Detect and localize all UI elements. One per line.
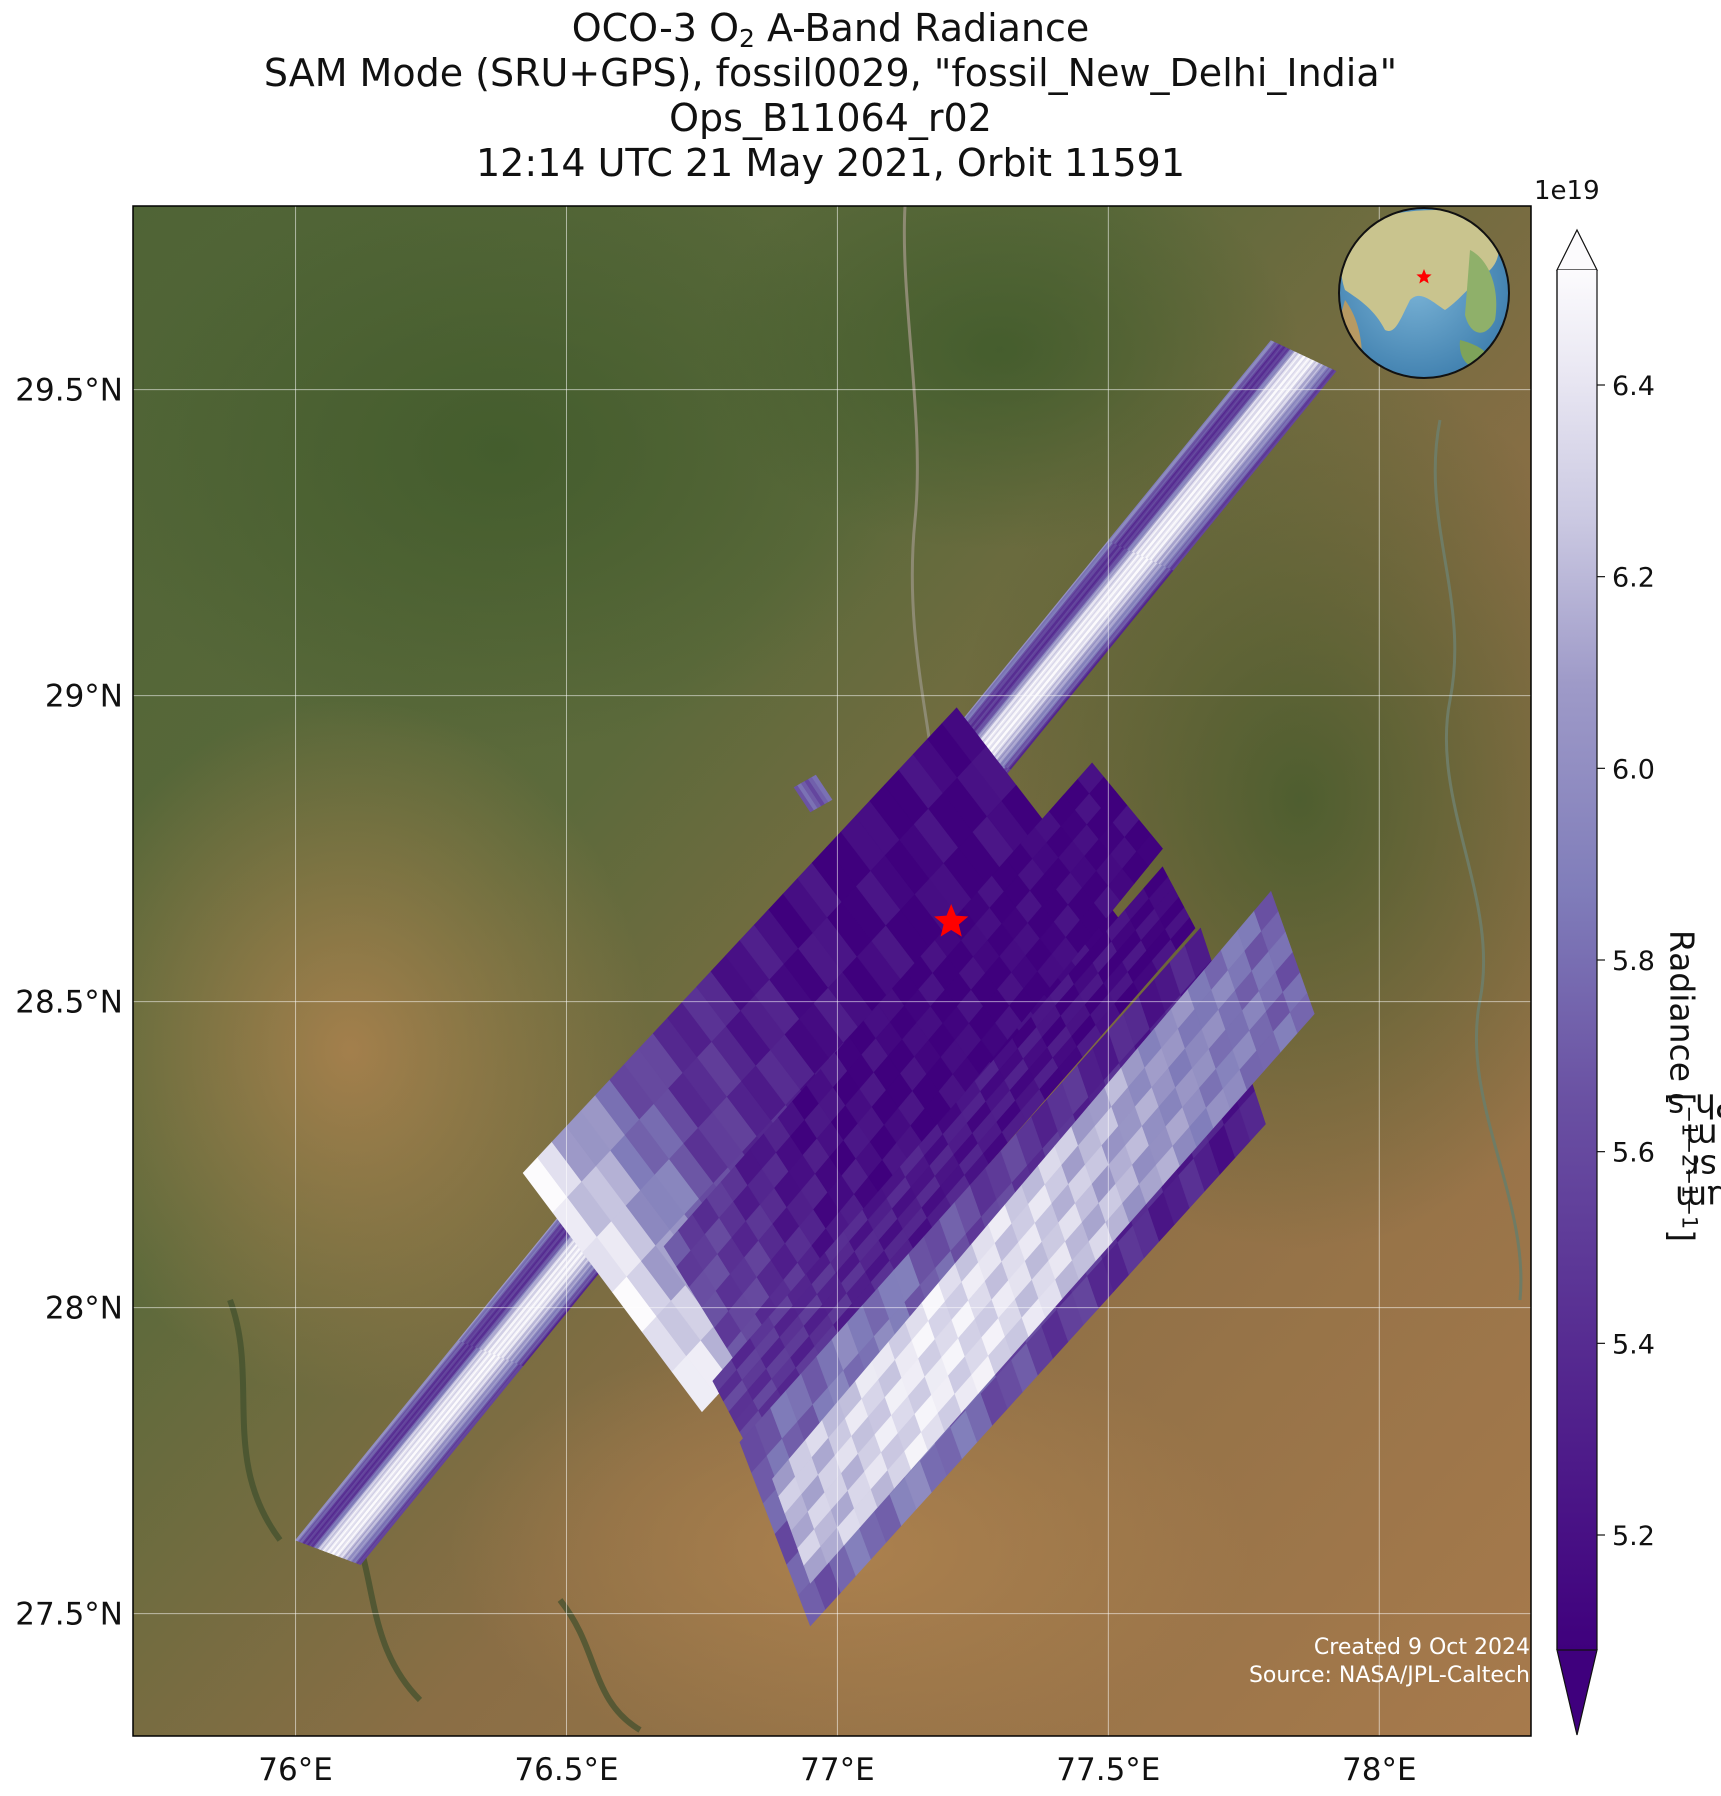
chart-title: OCO-3 O2 A-Band Radiance SAM Mode (SRU+G… [0,6,1661,186]
river [1433,419,1523,1301]
lon-tick-label: 76.5°E [514,1752,618,1788]
swath-cell [1239,1090,1266,1142]
longitude-ticks: 76°E 76.5°E 77°E 77.5°E 78°E [258,1752,1416,1788]
lon-tick-label: 76°E [258,1752,333,1788]
colorbar-tick-label: 6.2 [1612,563,1655,594]
lat-tick-label: 27.5°N [15,1597,123,1633]
swath-cell [1289,992,1315,1034]
colorbar-tick-label: 5.6 [1612,1138,1655,1169]
lon-tick-label: 78°E [1342,1752,1417,1788]
swath-cell [1136,833,1163,867]
lon-tick-label: 77.5°E [1056,1752,1160,1788]
title-line-1: OCO-3 O2 A-Band Radiance [571,6,1090,53]
colorbar-tick-label: 6.0 [1612,754,1655,785]
lat-tick-label: 28.5°N [15,985,123,1021]
title-line-2: SAM Mode (SRU+GPS), fossil0029, "fossil_… [263,51,1398,95]
swath-cell [811,774,833,803]
river [902,206,937,781]
latitude-ticks: 27.5°N 28°N 28.5°N 29°N 29.5°N [15,373,123,1633]
lat-tick-label: 29°N [45,679,123,715]
arid-area [133,700,650,1400]
colorbar-extend-min [1556,1649,1598,1736]
colorbar-label-text: Radiance [Ph s−1 m−2 sr−1µm−1] [1662,929,1721,1243]
title-line-3: Ops_B11064_r02 [669,96,992,140]
gridlines [133,206,1531,1736]
colorbar-exponent: 1e19 [1534,176,1600,206]
lat-tick-label: 29.5°N [15,373,123,409]
swath-cell [1170,917,1196,951]
colorbar-tick-label: 6.4 [1612,371,1655,402]
credits-created: Created 9 Oct 2024 [1313,1635,1530,1660]
lat-tick-label: 28°N [45,1291,123,1327]
colorbar-gradient [1557,270,1597,1650]
red-star-icon [934,904,969,937]
credits: Created 9 Oct 2024 Source: NASA/JPL-Calt… [1249,1634,1530,1690]
swath-cell [1171,370,1337,571]
basemap [133,206,1531,1736]
vegetation-area [700,206,1300,550]
globe-star-icon [1416,269,1432,284]
colorbar-tick-label: 5.4 [1612,1329,1655,1360]
map-frame [132,205,1532,1737]
colorbar-extend-max [1556,228,1598,271]
lon-tick-label: 77°E [800,1752,875,1788]
colorbar-ticks: 5.2 5.4 5.6 5.8 6.0 6.2 6.4 [1597,371,1655,1552]
colorbar-tick-label: 5.2 [1612,1521,1655,1552]
colorbar-tick-label: 5.8 [1612,946,1655,977]
globe-icon [1338,207,1510,379]
title-line-4: 12:14 UTC 21 May 2021, Orbit 11591 [475,141,1185,185]
colorbar: 5.2 5.4 5.6 5.8 6.0 6.2 6.4 [1556,228,1655,1736]
credits-source: Source: NASA/JPL-Caltech [1248,1663,1530,1688]
target-marker [934,904,969,937]
